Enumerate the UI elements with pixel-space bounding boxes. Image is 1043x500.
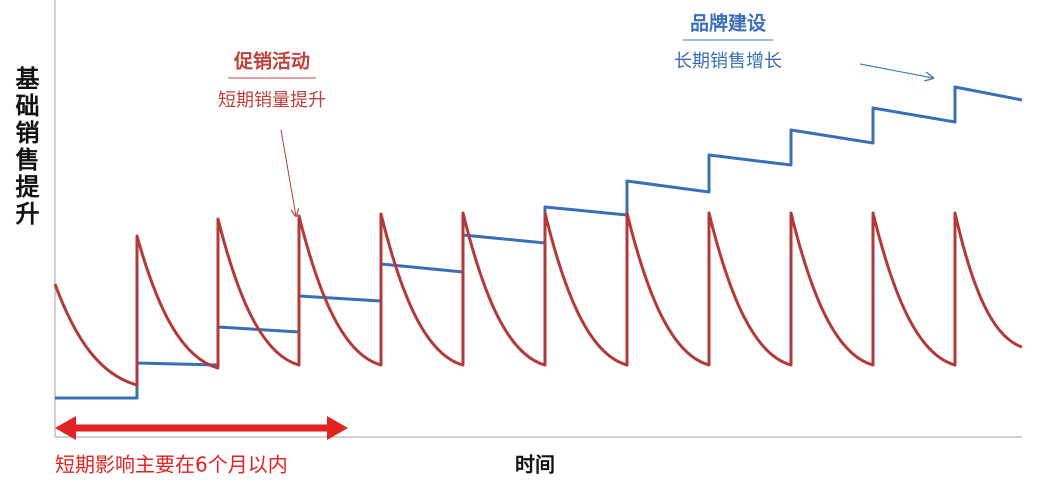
brand-subtitle: 长期销售增长 <box>674 51 782 72</box>
promotion-subtitle: 短期销量提升 <box>218 90 326 111</box>
brand-title: 品牌建设 <box>690 12 766 35</box>
y-axis-label: 基础销售提升 <box>11 66 39 228</box>
promotion-sawtooth <box>53 211 1023 387</box>
promotion-pointer <box>280 129 296 216</box>
x-axis-label: 时间 <box>515 453 555 477</box>
brand-pointer <box>859 63 933 78</box>
brand-step-line <box>55 85 1023 400</box>
duration-note: 短期影响主要在6个月以内 <box>55 453 288 477</box>
promotion-title: 促销活动 <box>233 50 310 73</box>
curves <box>53 85 1023 400</box>
